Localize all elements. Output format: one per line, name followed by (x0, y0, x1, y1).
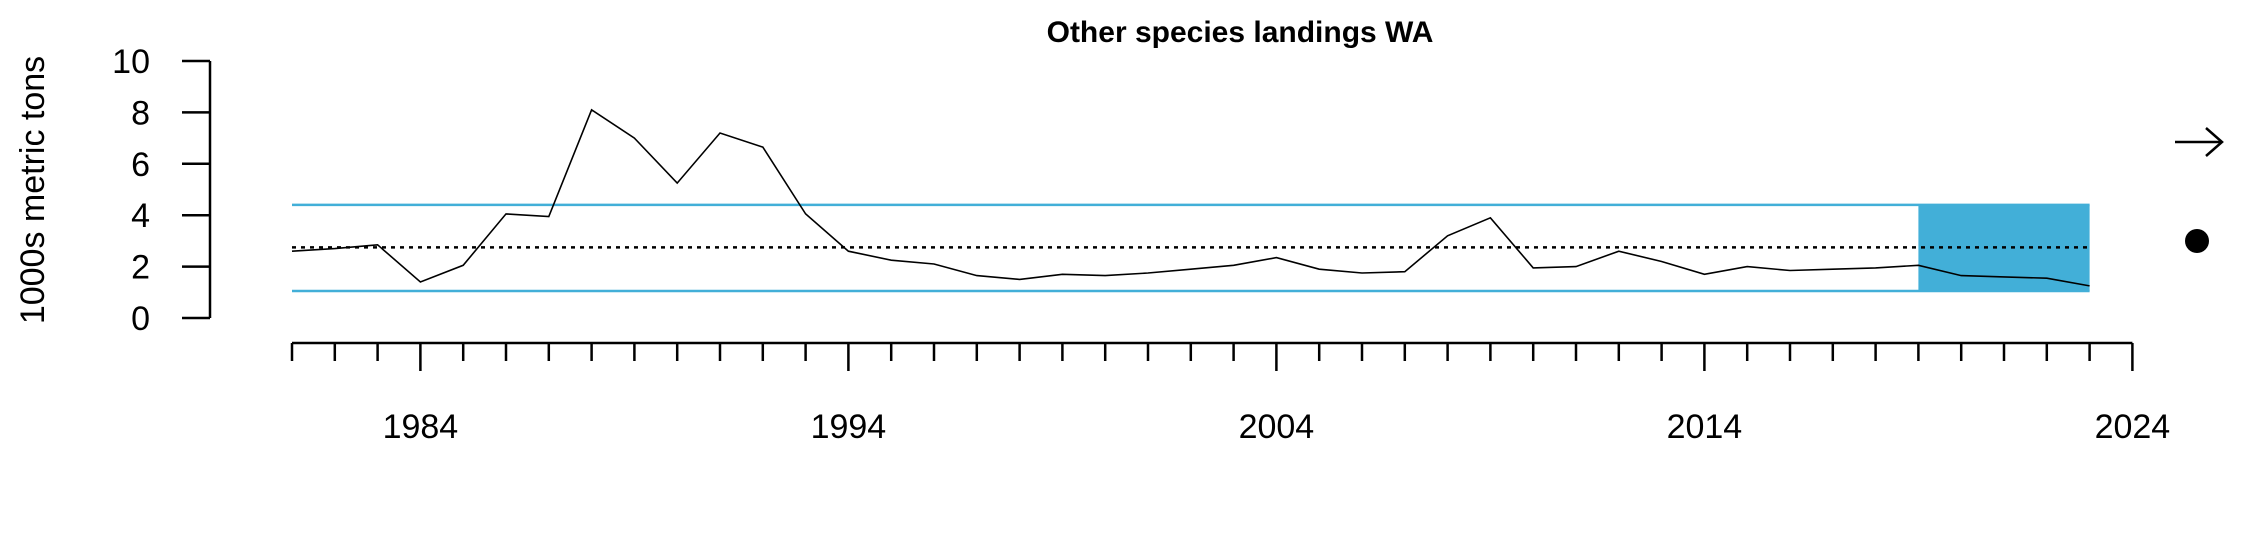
x-tick-label: 1984 (383, 408, 459, 446)
y-axis-label: 1000s metric tons (14, 56, 52, 324)
y-tick-label: 6 (131, 146, 150, 184)
y-tick-label: 8 (131, 94, 150, 132)
x-tick-label: 1994 (811, 408, 887, 446)
y-tick-label: 2 (131, 249, 150, 287)
x-tick-label: 2024 (2095, 408, 2171, 446)
right-arrow-icon (2175, 127, 2224, 157)
y-axis: 0 2 4 6 8 10 (112, 43, 212, 338)
y-tick-label: 4 (131, 197, 150, 235)
chart-title: Other species landings WA (1047, 16, 1434, 49)
y-tick-label: 0 (131, 300, 150, 338)
filled-circle-icon (2185, 229, 2209, 253)
x-tick-label: 2004 (1239, 408, 1315, 446)
y-tick-label: 10 (112, 43, 150, 81)
x-axis: 1984 1994 2004 2014 2024 (290, 341, 2171, 446)
landings-series-line (291, 108, 2090, 287)
x-tick-label: 2014 (1667, 408, 1743, 446)
